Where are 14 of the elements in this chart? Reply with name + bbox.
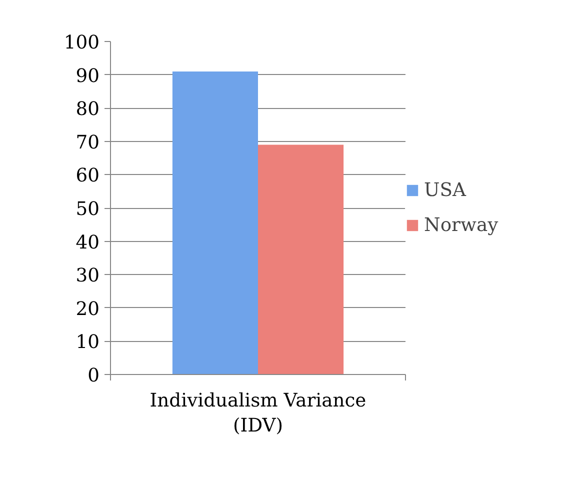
y-tick-label: 30 — [76, 266, 100, 287]
legend-label: Norway — [424, 214, 498, 236]
y-tick-label: 70 — [76, 132, 100, 154]
legend-label: USA — [424, 180, 466, 200]
y-tick-label: 80 — [76, 99, 100, 120]
y-tick-label: 0 — [88, 366, 100, 386]
y-tick-label: 20 — [76, 298, 100, 320]
y-tick-label: 100 — [64, 32, 100, 54]
y-tick-label: 10 — [76, 332, 100, 354]
y-tick-label: 90 — [76, 66, 100, 87]
y-tick-label: 50 — [76, 199, 100, 220]
y-tick-label: 40 — [76, 232, 100, 254]
x-tick-label: Individualism Variance (IDV) — [150, 390, 366, 437]
y-tick-label: 60 — [76, 166, 100, 187]
